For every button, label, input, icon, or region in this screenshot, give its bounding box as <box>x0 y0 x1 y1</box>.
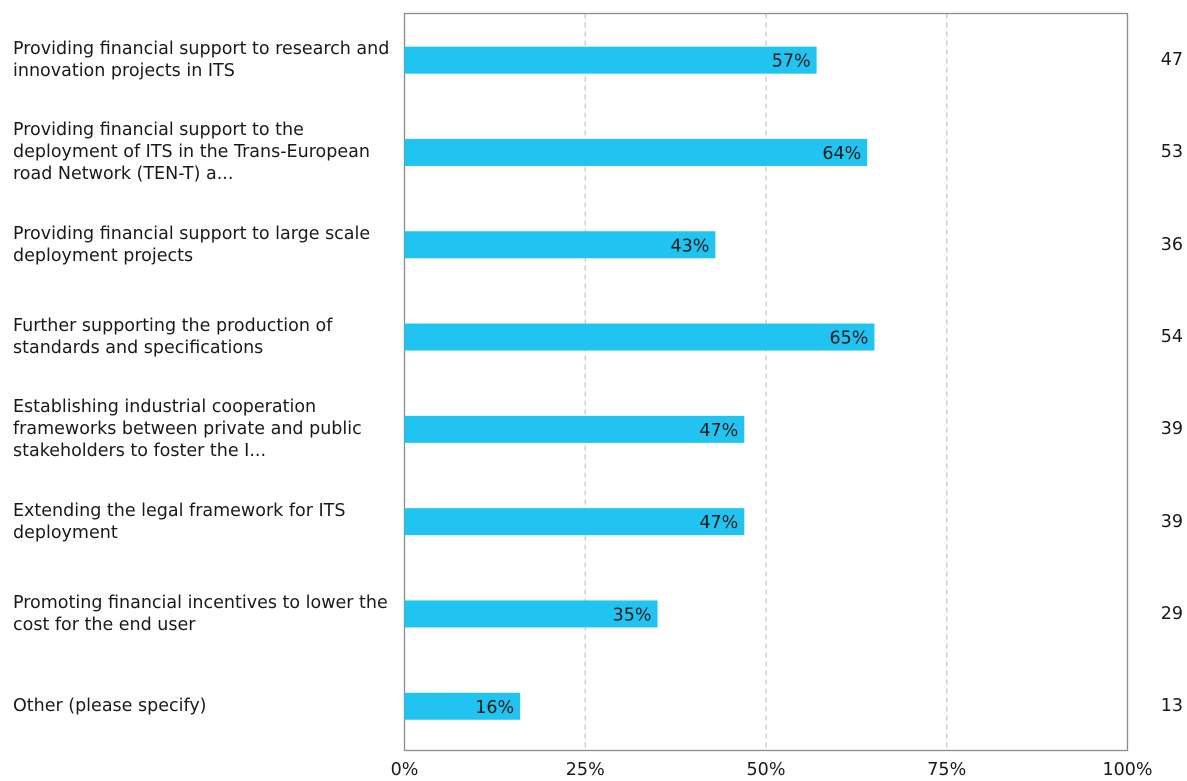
count-label: 29 <box>1160 603 1183 624</box>
category-label: Further supporting the production of sta… <box>13 316 333 359</box>
count-label: 53 <box>1160 142 1183 163</box>
bar-value-label: 57% <box>772 52 811 72</box>
bar <box>404 692 521 720</box>
count-label: 39 <box>1160 511 1183 532</box>
bar <box>404 508 745 536</box>
bar-value-label: 65% <box>830 329 869 349</box>
category-label: Promoting financial incentives to lower … <box>13 592 388 635</box>
category-label: Extending the legal framework for ITS de… <box>13 500 346 543</box>
bar <box>404 323 875 351</box>
bar <box>404 46 817 74</box>
bar-value-label: 47% <box>699 513 738 533</box>
count-label: 36 <box>1160 234 1183 255</box>
x-tick-label: 25% <box>566 760 605 780</box>
category-label: Providing financial support to research … <box>13 39 390 82</box>
x-tick-label: 0% <box>391 760 419 780</box>
bar-value-label: 16% <box>475 698 514 718</box>
plot-frame <box>403 12 1129 752</box>
bar <box>404 415 745 443</box>
count-label: 54 <box>1160 327 1183 348</box>
x-tick-label: 100% <box>1102 760 1152 780</box>
x-tick-label: 50% <box>747 760 786 780</box>
count-label: 39 <box>1160 419 1183 440</box>
category-label: Establishing industrial cooperation fram… <box>13 397 362 462</box>
category-label: Providing financial support to large sca… <box>13 223 371 266</box>
count-label: 47 <box>1160 50 1183 71</box>
count-label: 13 <box>1160 696 1183 717</box>
bar-value-label: 35% <box>613 605 652 625</box>
category-label: Other (please specify) <box>13 696 207 717</box>
bar <box>404 600 658 628</box>
bar-value-label: 64% <box>822 144 861 164</box>
bar-value-label: 43% <box>670 236 709 256</box>
bar <box>404 231 716 259</box>
bar-value-label: 47% <box>699 421 738 441</box>
x-tick-label: 75% <box>927 760 966 780</box>
bar <box>404 138 868 166</box>
category-label: Providing financial support to the deplo… <box>13 120 370 185</box>
